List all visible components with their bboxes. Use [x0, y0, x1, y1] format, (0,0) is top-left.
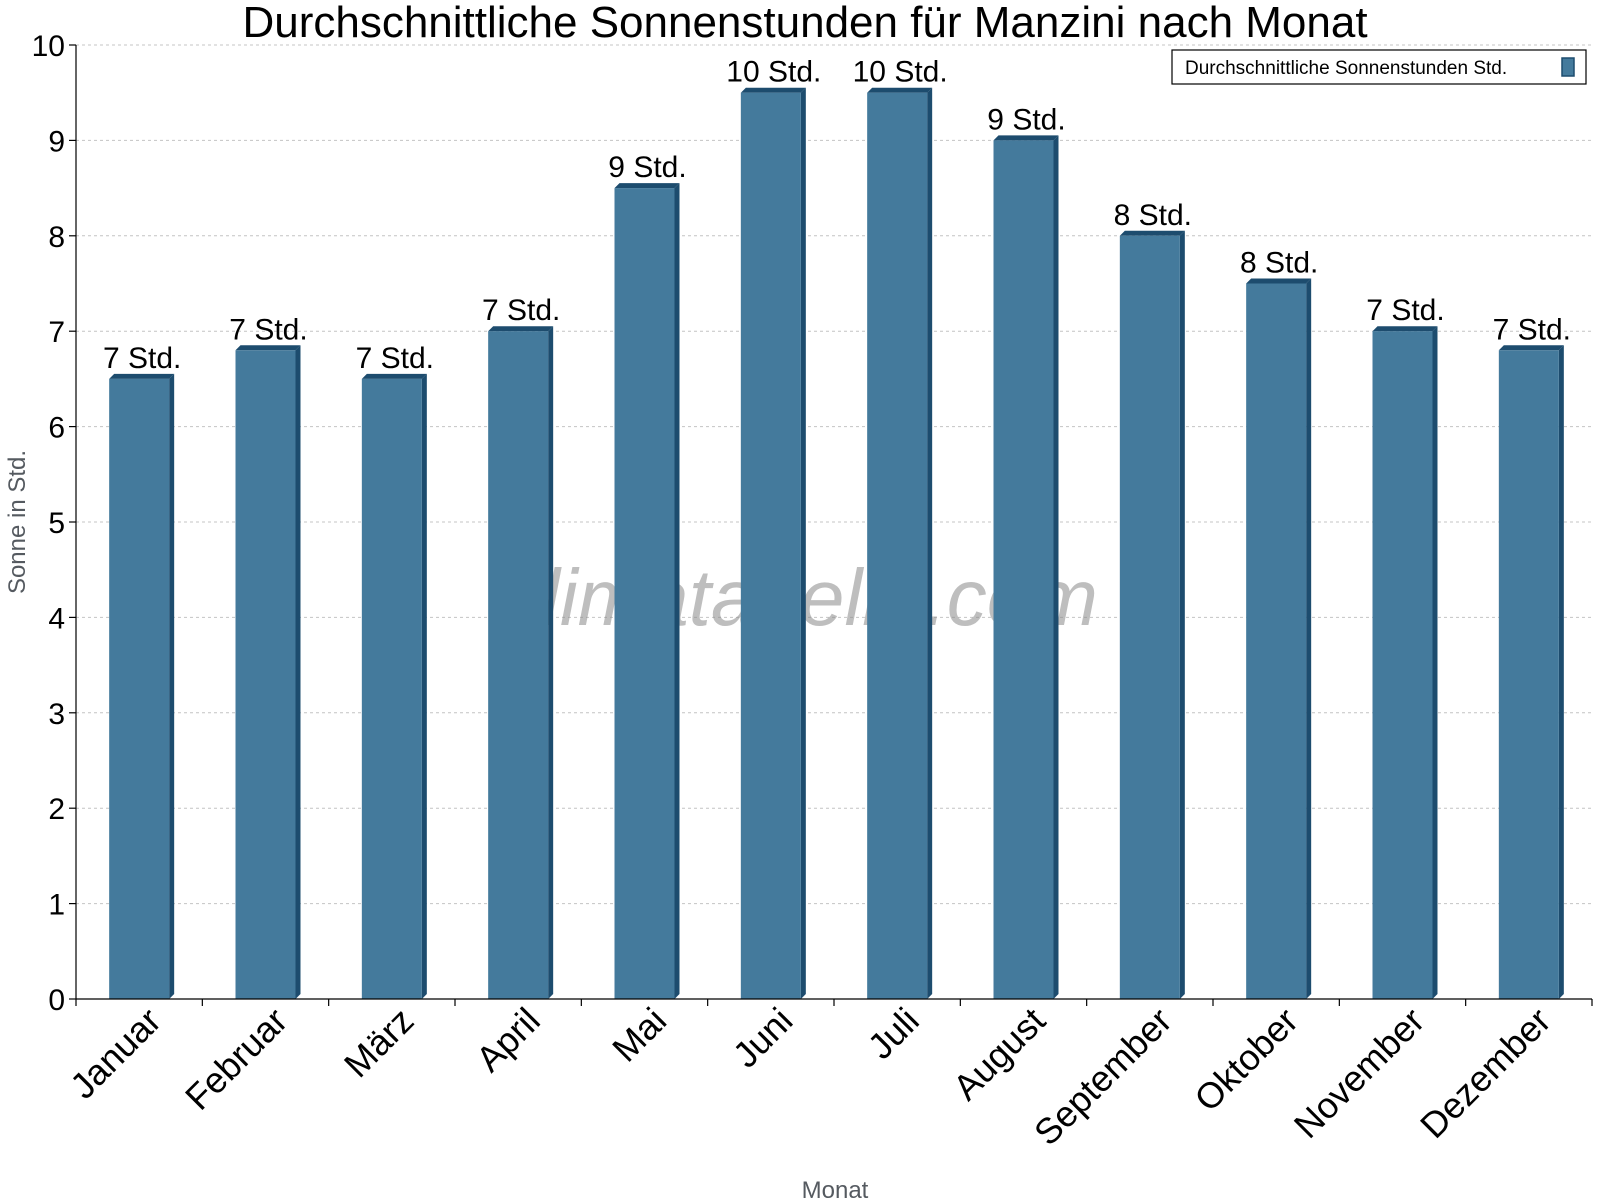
x-tick-label: August	[945, 1000, 1053, 1108]
bar-märz	[361, 373, 427, 999]
bar-dezember	[1498, 345, 1564, 999]
bar-mai	[614, 183, 680, 1000]
y-tick-label: 3	[48, 698, 65, 731]
bar-top	[361, 373, 427, 379]
x-tick-label: September	[1026, 1000, 1180, 1154]
bar-juli	[867, 87, 933, 999]
x-tick-label: Oktober	[1186, 1000, 1306, 1120]
bar-januar	[109, 373, 175, 999]
bar-front	[1246, 283, 1307, 999]
bar-front	[993, 140, 1054, 999]
bar-front	[867, 92, 928, 999]
bar-april	[488, 326, 554, 999]
x-tick-label: Februar	[177, 1000, 295, 1118]
y-tick-label: 10	[32, 30, 65, 63]
bar-side	[1053, 135, 1059, 999]
bar-top	[1372, 326, 1438, 332]
bar-juni	[740, 87, 806, 999]
bar-front	[361, 378, 422, 999]
bar-september	[1119, 230, 1185, 1000]
data-label: 8 Std.	[1240, 247, 1318, 280]
bar-top	[109, 373, 175, 379]
bar-side	[548, 326, 554, 999]
chart-title: Durchschnittliche Sonnenstunden für Manz…	[242, 0, 1367, 47]
data-label: 7 Std.	[356, 342, 434, 375]
data-label: 10 Std.	[726, 56, 821, 89]
legend-swatch	[1561, 57, 1575, 77]
x-tick-labels: Januar Februar März April Mai Juni Juli AugustS…	[62, 1000, 1559, 1154]
x-axis-title: Monat	[802, 1177, 869, 1200]
y-tick-label: 1	[48, 889, 65, 922]
bar-top	[740, 87, 806, 93]
data-label: 7 Std.	[1493, 313, 1571, 346]
bar-side	[421, 373, 427, 999]
bar-top	[1246, 278, 1312, 284]
data-label: 9 Std.	[608, 151, 686, 184]
bar-side	[169, 373, 175, 999]
bar-side	[1306, 278, 1312, 999]
bar-front	[614, 188, 675, 1000]
bar-front	[109, 378, 170, 999]
data-label: 10 Std.	[853, 56, 948, 89]
bars	[109, 87, 1564, 1000]
x-tick-label: Dezember	[1412, 1000, 1558, 1146]
bar-side	[927, 87, 933, 999]
bar-top	[488, 326, 554, 332]
y-tick-label: 9	[48, 125, 65, 158]
bar-front	[235, 350, 296, 999]
x-tick-label: Mai	[604, 1000, 674, 1070]
bar-side	[1432, 326, 1438, 999]
x-tick-label: März	[336, 1000, 422, 1086]
axes	[69, 44, 1593, 1006]
bar-front	[1119, 235, 1180, 1000]
data-label: 7 Std.	[229, 313, 307, 346]
bar-top	[614, 183, 680, 189]
bar-august	[993, 135, 1059, 999]
bar-november	[1372, 326, 1438, 999]
data-labels: 7 Std. 7 Std. 7 Std. 7 Std. 9 Std. 10 Std. 10 …	[103, 56, 1571, 375]
y-axis-title: Sonne in Std.	[4, 450, 31, 594]
bar-oktober	[1246, 278, 1312, 999]
bar-top	[867, 87, 933, 93]
y-tick-labels: 0 1 2 3 4 5 6 7 8 9 10	[32, 30, 65, 1017]
bar-top	[1498, 345, 1564, 351]
data-label: 8 Std.	[1114, 199, 1192, 232]
data-label: 7 Std.	[1366, 294, 1444, 327]
bar-front	[1498, 350, 1559, 999]
y-tick-label: 2	[48, 793, 65, 826]
grid-lines	[76, 44, 1592, 905]
x-tick-label: Januar	[62, 1000, 169, 1107]
bar-top	[993, 135, 1059, 141]
legend: Durchschnittliche Sonnenstunden Std.	[1171, 49, 1587, 85]
bar-side	[800, 87, 806, 999]
x-tick-label: November	[1286, 1000, 1432, 1146]
bar-front	[1372, 331, 1433, 999]
y-tick-label: 5	[48, 507, 65, 540]
bar-top	[1119, 230, 1185, 236]
data-label: 7 Std.	[482, 294, 560, 327]
y-tick-label: 6	[48, 412, 65, 445]
legend-label: Durchschnittliche Sonnenstunden Std.	[1185, 58, 1507, 79]
y-tick-label: 0	[48, 984, 65, 1017]
x-tick-label: April	[468, 1000, 548, 1080]
bar-front	[740, 92, 801, 999]
bar-side	[674, 183, 680, 1000]
bar-side	[295, 345, 301, 999]
bar-front	[488, 331, 549, 999]
bar-top	[235, 345, 301, 351]
y-tick-label: 8	[48, 221, 65, 254]
x-tick-label: Juni	[725, 1000, 801, 1076]
bar-side	[1558, 345, 1564, 999]
y-tick-label: 4	[48, 602, 65, 635]
x-tick-label: Juli	[860, 1000, 927, 1067]
data-label: 7 Std.	[103, 342, 181, 375]
y-tick-label: 7	[48, 316, 65, 349]
legend-box	[1171, 49, 1587, 85]
bar-februar	[235, 345, 301, 999]
bar-side	[1179, 230, 1185, 1000]
data-label: 9 Std.	[987, 103, 1065, 136]
